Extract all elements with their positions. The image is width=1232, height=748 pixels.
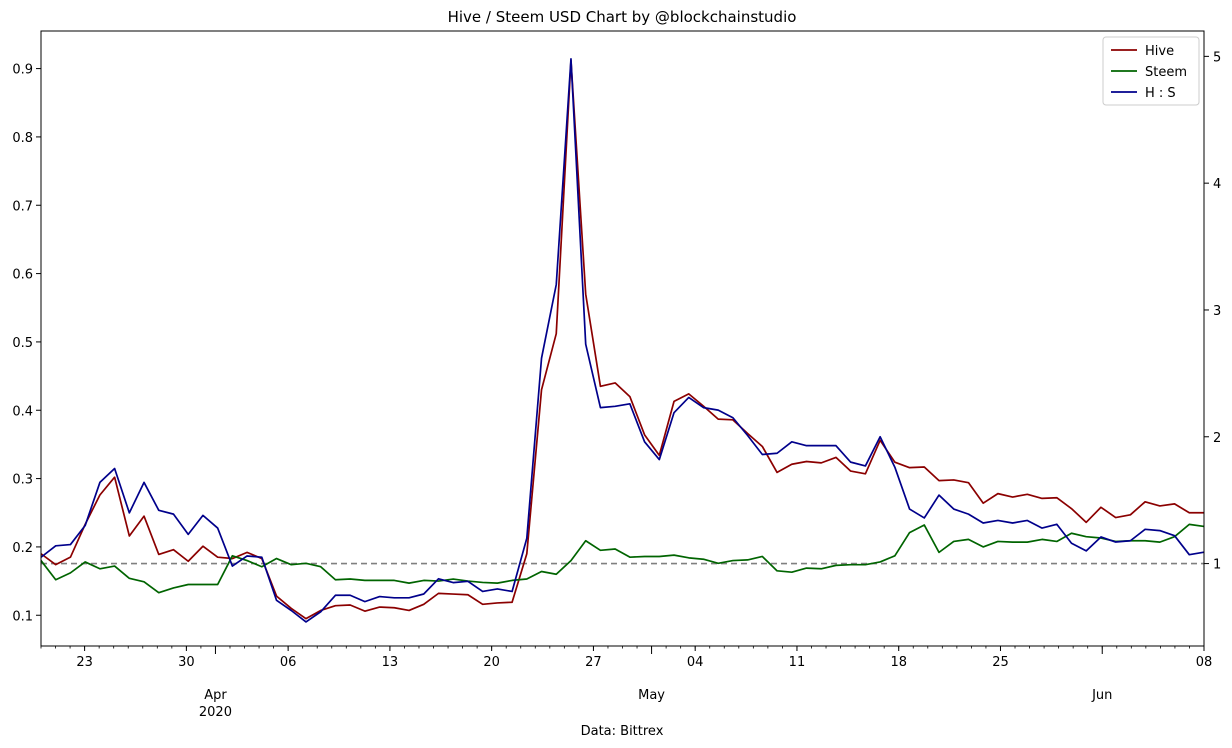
- legend: Hive Steem H : S: [1102, 36, 1200, 106]
- left-y-tick-label: 0.3: [12, 473, 33, 488]
- x-tick-label: 08: [1196, 655, 1213, 670]
- x-tick-label: 30: [178, 655, 195, 670]
- x-month-label: May: [638, 688, 665, 703]
- right-y-tick-label: 3: [1213, 304, 1221, 319]
- right-y-tick-label: 4: [1213, 177, 1221, 192]
- legend-label: Hive: [1145, 44, 1174, 59]
- series-lines: [40, 58, 1205, 623]
- left-y-axis: 0.1 0.2 0.3 0.4 0.5 0.6 0.7 0.8 0.9: [12, 63, 41, 624]
- x-year-label: 2020: [199, 705, 232, 720]
- x-tick-label: 23: [76, 655, 93, 670]
- right-y-axis: 1 2 3 4 5: [1204, 50, 1221, 573]
- x-month-label: Apr: [204, 688, 227, 703]
- x-tick-label: 13: [382, 655, 399, 670]
- series-line-h-s: [40, 58, 1205, 623]
- x-month-label: Jun: [1091, 688, 1112, 703]
- left-y-tick-label: 0.4: [12, 404, 33, 419]
- chart-title: Hive / Steem USD Chart by @blockchainstu…: [448, 8, 797, 26]
- right-y-tick-label: 1: [1213, 558, 1221, 573]
- series-line-hive: [40, 59, 1204, 620]
- right-y-tick-label: 2: [1213, 431, 1221, 446]
- x-tick-label: 06: [280, 655, 297, 670]
- left-y-tick-label: 0.5: [12, 336, 33, 351]
- left-y-tick-label: 0.8: [12, 131, 33, 146]
- left-y-tick-label: 0.7: [12, 199, 33, 214]
- legend-box: [1102, 36, 1200, 106]
- legend-label: Steem: [1145, 65, 1187, 80]
- right-y-tick-label: 5: [1213, 50, 1221, 65]
- x-tick-label: 27: [585, 655, 602, 670]
- x-axis: 23 30 06 13 20 27 04 11 18 25 08 Apr May Jun 2020: [40, 646, 1213, 720]
- x-tick-label: 11: [789, 655, 806, 670]
- left-y-tick-label: 0.9: [12, 63, 33, 78]
- left-y-tick-label: 0.6: [12, 268, 33, 283]
- x-tick-label: 20: [483, 655, 500, 670]
- legend-label: H : S: [1145, 86, 1176, 101]
- x-axis-label: Data: Bittrex: [581, 724, 664, 739]
- left-y-tick-label: 0.2: [12, 541, 33, 556]
- left-y-tick-label: 0.1: [12, 609, 33, 624]
- x-tick-label: 04: [687, 655, 704, 670]
- series-line-steem: [40, 523, 1205, 594]
- x-tick-label: 18: [890, 655, 907, 670]
- x-tick-label: 25: [992, 655, 1009, 670]
